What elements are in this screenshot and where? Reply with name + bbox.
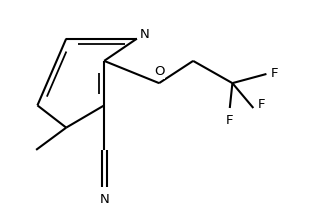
Text: N: N: [99, 193, 109, 206]
Text: O: O: [154, 65, 164, 78]
Text: F: F: [226, 114, 233, 127]
Text: F: F: [270, 67, 278, 81]
Text: F: F: [257, 98, 265, 111]
Text: N: N: [140, 28, 150, 41]
